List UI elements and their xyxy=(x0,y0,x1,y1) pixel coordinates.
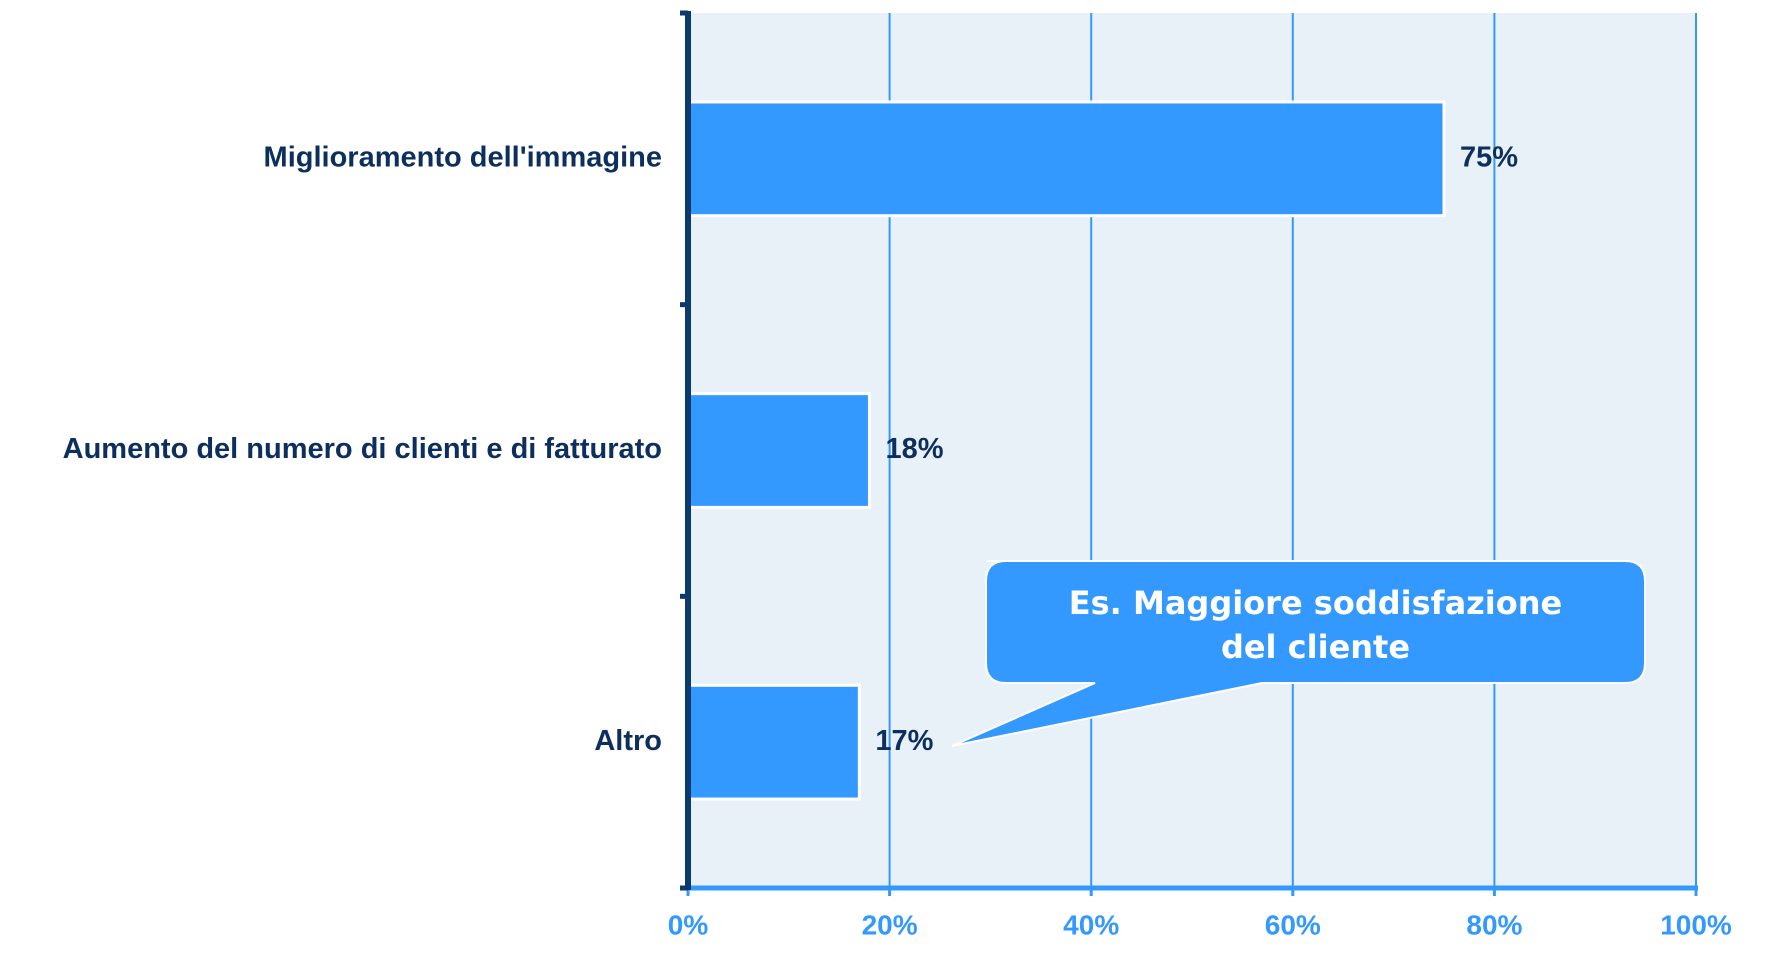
value-label: 75% xyxy=(1460,141,1518,173)
bar xyxy=(686,100,1446,218)
x-tick-label: 40% xyxy=(1063,909,1119,940)
category-label: Miglioramento dell'immagine xyxy=(264,141,662,173)
x-tick-label: 100% xyxy=(1660,909,1732,940)
x-tick-label: 20% xyxy=(862,909,918,940)
bar xyxy=(686,683,861,801)
value-label: 17% xyxy=(875,725,933,757)
x-tick-label: 80% xyxy=(1466,909,1522,940)
x-tick-label: 60% xyxy=(1265,909,1321,940)
category-label: Altro xyxy=(594,725,662,757)
value-label: 18% xyxy=(885,433,943,465)
category-label: Aumento del numero di clienti e di fattu… xyxy=(63,433,662,465)
callout-bubble xyxy=(951,560,1646,747)
annotation: Es. Maggiore soddisfazione del cliente xyxy=(1068,584,1563,666)
bar xyxy=(686,392,871,509)
x-tick-label: 0% xyxy=(668,909,709,940)
